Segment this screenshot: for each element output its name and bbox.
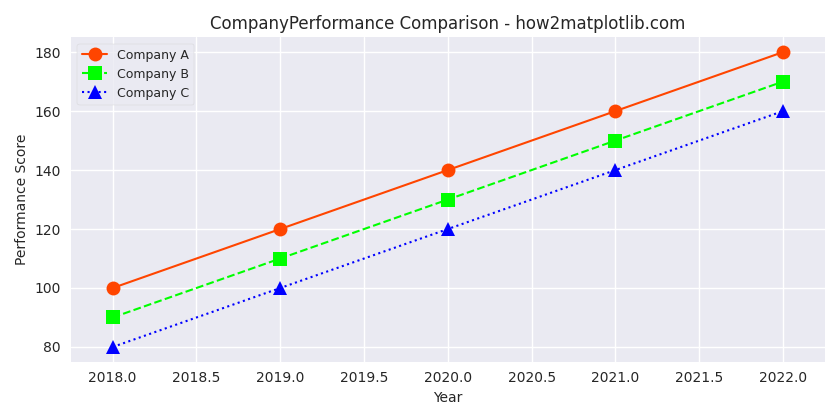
Company A	[778, 50, 788, 55]
Company A	[443, 168, 453, 173]
Company C	[276, 286, 286, 291]
X-axis label: Year: Year	[433, 391, 463, 405]
Line: Company C: Company C	[106, 104, 790, 354]
Company C	[108, 344, 118, 349]
Company C	[778, 108, 788, 113]
Company A	[108, 286, 118, 291]
Company A	[276, 226, 286, 231]
Company C	[611, 168, 621, 173]
Title: CompanyPerformance Comparison - how2matplotlib.com: CompanyPerformance Comparison - how2matp…	[210, 15, 685, 33]
Y-axis label: Performance Score: Performance Score	[15, 134, 29, 265]
Company B	[443, 197, 453, 202]
Company B	[276, 256, 286, 261]
Company B	[778, 79, 788, 84]
Company C	[443, 226, 453, 231]
Line: Company A: Company A	[106, 45, 790, 295]
Line: Company B: Company B	[106, 75, 790, 324]
Legend: Company A, Company B, Company C: Company A, Company B, Company C	[77, 44, 194, 105]
Company B	[611, 138, 621, 143]
Company A	[611, 108, 621, 113]
Company B	[108, 315, 118, 320]
